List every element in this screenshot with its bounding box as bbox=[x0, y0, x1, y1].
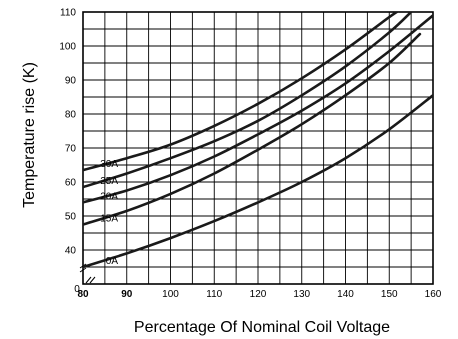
y-tick-label: 110 bbox=[60, 8, 76, 19]
series-line-0A bbox=[83, 94, 433, 269]
x-tick-label: 130 bbox=[293, 289, 310, 300]
y-tick-label: 100 bbox=[59, 42, 76, 53]
x-tick-label: 90 bbox=[121, 289, 133, 300]
y-tick-label: 50 bbox=[65, 212, 77, 223]
y-tick-label: 60 bbox=[65, 178, 77, 189]
x-tick-label: 150 bbox=[381, 289, 398, 300]
series-label-30A: 30A bbox=[100, 159, 118, 170]
x-tick-labels: 080 90 100 110 120 130 140 150 160 bbox=[74, 284, 442, 300]
axis-break-marker bbox=[79, 263, 96, 284]
x-tick-label: 100 bbox=[162, 289, 179, 300]
x-tick-label: 140 bbox=[337, 289, 354, 300]
y-tick-labels: 40 50 60 70 80 90 100 110 bbox=[59, 8, 76, 257]
series-line-20A bbox=[83, 14, 433, 204]
series-lines bbox=[83, 12, 433, 269]
series-line-15A bbox=[83, 32, 422, 226]
series-label-15A: 15A bbox=[100, 214, 118, 225]
y-tick-label: 80 bbox=[65, 110, 77, 121]
x-tick-label: 160 bbox=[425, 289, 442, 300]
x-axis-title: Percentage Of Nominal Coil Voltage bbox=[134, 319, 390, 336]
x-tick-label: 120 bbox=[250, 289, 267, 300]
x-tick-label: 110 bbox=[206, 289, 222, 300]
y-tick-label: 40 bbox=[65, 246, 77, 257]
grid bbox=[83, 12, 433, 284]
series-label-25A: 25A bbox=[100, 176, 118, 187]
series-line-25A bbox=[83, 12, 413, 189]
plot-frame bbox=[82, 11, 434, 285]
series-label-0A: 0A bbox=[106, 256, 119, 267]
y-tick-label: 70 bbox=[65, 144, 77, 155]
y-tick-label: 90 bbox=[65, 76, 77, 87]
x-tick-label: 80 bbox=[77, 289, 89, 300]
y-axis-title: Temperature rise (K) bbox=[21, 62, 38, 208]
series-label-20A: 20A bbox=[100, 191, 118, 202]
series-line-30A bbox=[83, 12, 400, 172]
x-tick-label: 0 bbox=[74, 284, 80, 295]
series-labels: 0A 15A 20A 25A 30A bbox=[100, 159, 118, 267]
